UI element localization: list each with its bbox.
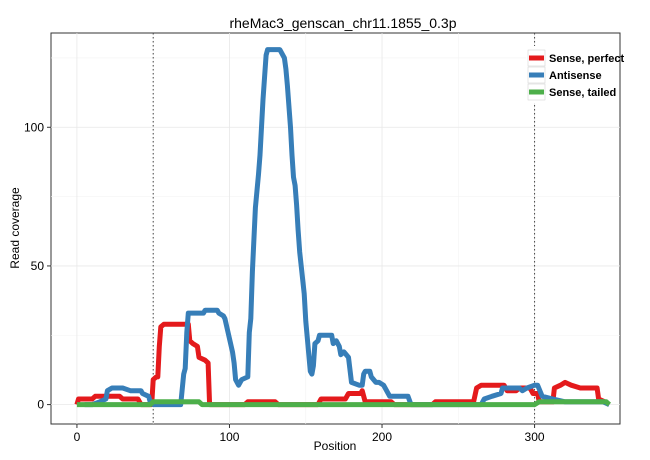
chart-title: rheMac3_genscan_chr11.1855_0.3p [229, 15, 456, 31]
series-line-sense-tailed [76, 399, 612, 408]
y-axis-ticks: 0 50 100 [24, 120, 51, 412]
series-layer [74, 47, 612, 408]
x-tick-label: 0 [74, 430, 81, 444]
y-tick-label: 0 [37, 398, 44, 412]
y-tick-label: 100 [24, 120, 44, 134]
legend-label-sense-perfect: Sense, perfect [549, 53, 625, 65]
x-tick-label: 200 [372, 430, 392, 444]
plot-panel [50, 32, 621, 425]
x-tick-label: 300 [525, 430, 545, 444]
series-line-antisense [84, 47, 611, 408]
x-axis-ticks: 0 100 200 300 [74, 424, 545, 444]
y-tick-label: 50 [31, 259, 45, 273]
legend: Sense, perfect Antisense Sense, tailed [526, 46, 625, 103]
legend-label-antisense: Antisense [549, 70, 602, 82]
legend-label-sense-tailed: Sense, tailed [549, 87, 616, 99]
y-axis-title: Read coverage [8, 187, 22, 269]
x-axis-title: Position [314, 439, 357, 453]
x-tick-label: 100 [219, 430, 239, 444]
